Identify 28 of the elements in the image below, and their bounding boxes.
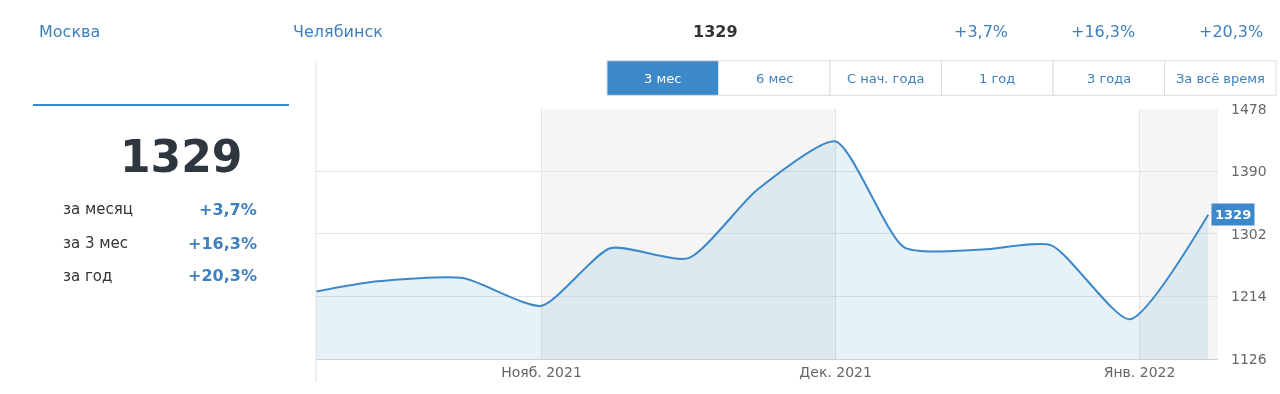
text: за год xyxy=(63,267,113,285)
text: +20,3% xyxy=(1199,22,1264,41)
text: 1329 xyxy=(693,22,738,41)
text: +20,3% xyxy=(188,266,257,285)
text: Москва xyxy=(39,22,101,41)
text: 1329 xyxy=(120,131,243,182)
text: 1 год xyxy=(979,71,1016,86)
y-tick-label: 1302 xyxy=(1231,225,1267,242)
text: за 3 мес xyxy=(63,234,129,252)
text: 3 года xyxy=(1087,71,1132,86)
y-tick-label: 1390 xyxy=(1231,163,1267,180)
y-tick-label: 1214 xyxy=(1231,288,1267,305)
y-tick-label: 1478 xyxy=(1231,100,1267,117)
text: Челябинск xyxy=(293,22,384,41)
text: +16,3% xyxy=(1071,22,1136,41)
y-tick-label: 1126 xyxy=(1231,351,1267,368)
text: 3 мес xyxy=(644,71,682,86)
text: За всё время xyxy=(1176,71,1265,86)
text: 6 мес xyxy=(756,71,794,86)
text: +16,3% xyxy=(188,234,257,253)
x-tick-label: Янв. 2022 xyxy=(1103,363,1176,380)
x-tick-label: Дек. 2021 xyxy=(799,363,872,380)
x-tick-label: Нояб. 2021 xyxy=(501,363,582,380)
data-label: 1329 xyxy=(1215,207,1252,222)
text: С нач. года xyxy=(847,71,925,86)
text: +3,7% xyxy=(954,22,1009,41)
text: за месяц xyxy=(63,200,133,218)
text: +3,7% xyxy=(199,200,257,219)
